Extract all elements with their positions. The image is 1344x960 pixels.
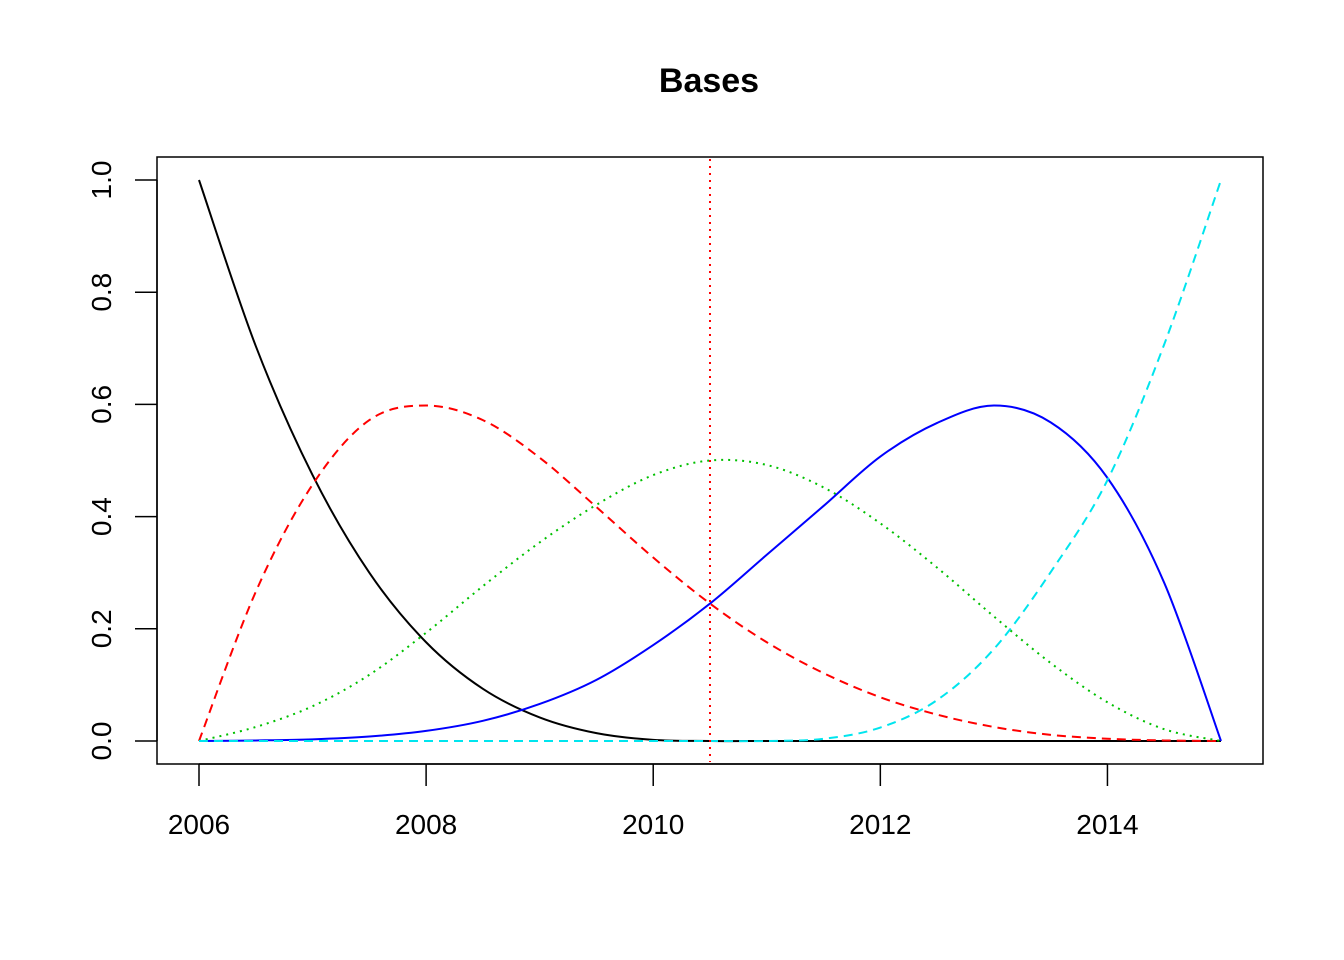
plot-lines: [198, 159, 1222, 762]
y-tick-label: 1.0: [86, 161, 117, 200]
series-1-line: [198, 179, 1221, 743]
x-tick-label: 2010: [622, 809, 684, 840]
y-tick-label: 0.4: [86, 497, 117, 536]
y-axis: 0.0 0.2 0.4 0.6 0.8 1.0: [86, 161, 158, 761]
series-5-line: [199, 179, 1222, 743]
x-tick-label: 2014: [1076, 809, 1138, 840]
series-2-line: [198, 404, 1222, 742]
x-tick-label: 2006: [168, 809, 230, 840]
y-tick-label: 0.6: [86, 385, 117, 424]
x-axis: 2006 2008 2010 2012 2014: [168, 763, 1139, 840]
plot-frame: [156, 156, 1264, 765]
y-tick-label: 0.8: [86, 273, 117, 312]
x-tick-label: 2012: [849, 809, 911, 840]
series-3-line: [198, 458, 1222, 742]
x-tick-label: 2008: [395, 809, 457, 840]
y-tick-label: 0.0: [86, 722, 117, 761]
y-tick-label: 0.2: [86, 609, 117, 648]
series-4-line: [198, 404, 1222, 742]
chart-title: Bases: [659, 62, 759, 100]
